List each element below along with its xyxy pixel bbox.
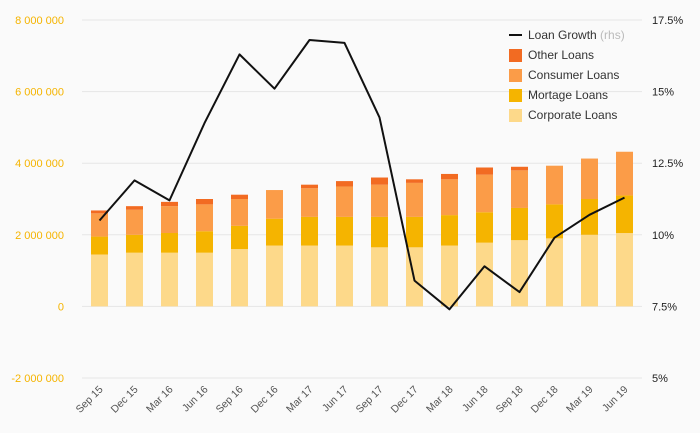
y-right-tick-label: 12.5% — [652, 158, 683, 170]
bar-consumer-loans — [161, 206, 178, 234]
bar-mortage-loans — [371, 216, 388, 248]
bar-corporate-loans — [91, 254, 108, 307]
bar-mortage-loans — [441, 215, 458, 246]
y-left-tick-label: -2 000 000 — [11, 373, 64, 385]
bar-corporate-loans — [511, 240, 528, 307]
bar-other-loans — [406, 179, 423, 183]
y-left-tick-label: 8 000 000 — [15, 15, 64, 27]
bar-consumer-loans — [266, 190, 283, 219]
y-right-tick-label: 7.5% — [652, 301, 677, 313]
bar-corporate-loans — [441, 245, 458, 307]
bar-mortage-loans — [546, 204, 563, 239]
bar-mortage-loans — [161, 233, 178, 253]
bar-mortage-loans — [301, 216, 318, 246]
bar-consumer-loans — [441, 179, 458, 216]
left-axis-ticks: 8 000 000 6 000 000 4 000 000 2 000 000 0 -2 … — [11, 15, 64, 385]
bar-consumer-loans — [546, 165, 563, 205]
bar-other-loans — [371, 177, 388, 185]
bar-corporate-loans — [616, 233, 633, 307]
legend-swatch-consumer-loans — [509, 69, 522, 82]
legend-label-suffix: (rhs) — [600, 28, 625, 42]
loan-growth-line-group — [98, 39, 625, 311]
legend-swatch-mortage-loans — [509, 89, 522, 102]
bar-mortage-loans — [511, 207, 528, 241]
bar-other-loans — [196, 199, 213, 205]
y-left-tick-label: 0 — [58, 301, 64, 313]
bar-mortage-loans — [196, 231, 213, 253]
legend-swatch-corporate-loans — [509, 109, 522, 122]
bar-mortage-loans — [91, 236, 108, 255]
bar-other-loans — [231, 194, 248, 199]
bar-corporate-loans — [231, 249, 248, 307]
bar-mortage-loans — [581, 199, 598, 235]
y-right-tick-label: 5% — [652, 373, 668, 385]
bar-mortage-loans — [231, 225, 248, 250]
bar-other-loans — [441, 173, 458, 180]
bar-consumer-loans — [196, 204, 213, 232]
bar-corporate-loans — [161, 252, 178, 307]
y-left-tick-label: 6 000 000 — [15, 87, 64, 99]
y-left-tick-label: 2 000 000 — [15, 230, 64, 242]
loan-growth-line — [98, 39, 625, 311]
bar-mortage-loans — [406, 216, 423, 248]
bar-other-loans — [511, 166, 528, 171]
bar-consumer-loans — [336, 186, 353, 217]
bar-consumer-loans — [476, 174, 493, 213]
bar-corporate-loans — [546, 238, 563, 307]
bar-corporate-loans — [476, 242, 493, 307]
legend-swatch-other-loans — [509, 49, 522, 62]
bar-consumer-loans — [301, 188, 318, 217]
legend: Loan Growth (rhs) Other Loans Consumer Loa… — [509, 28, 625, 122]
bar-other-loans — [476, 167, 493, 175]
bar-corporate-loans — [196, 252, 213, 307]
bar-other-loans — [126, 206, 143, 210]
bar-corporate-loans — [301, 245, 318, 307]
y-right-tick-label: 17.5% — [652, 15, 683, 27]
bar-other-loans — [301, 184, 318, 189]
bar-consumer-loans — [511, 170, 528, 208]
bar-consumer-loans — [231, 199, 248, 226]
legend-label-corporate-loans: Corporate Loans — [528, 108, 617, 122]
bar-mortage-loans — [336, 216, 353, 246]
bar-consumer-loans — [581, 158, 598, 199]
bar-consumer-loans — [126, 209, 143, 235]
bar-consumer-loans — [371, 184, 388, 217]
bar-corporate-loans — [581, 234, 598, 307]
bar-corporate-loans — [371, 247, 388, 307]
bar-consumer-loans — [91, 213, 108, 237]
bar-mortage-loans — [126, 234, 143, 253]
bar-other-loans — [91, 210, 108, 214]
y-right-tick-label: 15% — [652, 87, 674, 99]
bar-other-loans — [161, 201, 178, 207]
y-left-tick-label: 4 000 000 — [15, 158, 64, 170]
legend-label-other-loans: Other Loans — [528, 48, 594, 62]
bar-mortage-loans — [266, 218, 283, 246]
legend-label-mortage-loans: Mortage Loans — [528, 88, 608, 102]
bar-mortage-loans — [476, 212, 493, 243]
bar-consumer-loans — [616, 151, 633, 196]
bar-other-loans — [336, 181, 353, 187]
y-right-tick-label: 10% — [652, 230, 674, 242]
legend-label-consumer-loans: Consumer Loans — [528, 68, 619, 82]
bar-mortage-loans — [616, 195, 633, 234]
right-axis-ticks: 17.5% 15% 12.5% 10% 7.5% 5% — [652, 15, 683, 385]
bar-corporate-loans — [266, 245, 283, 307]
bar-corporate-loans — [336, 245, 353, 307]
bar-consumer-loans — [406, 182, 423, 217]
stacked-bars — [91, 151, 633, 307]
legend-label-loan-growth: Loan Growth (rhs) — [528, 28, 625, 42]
bar-corporate-loans — [126, 252, 143, 307]
